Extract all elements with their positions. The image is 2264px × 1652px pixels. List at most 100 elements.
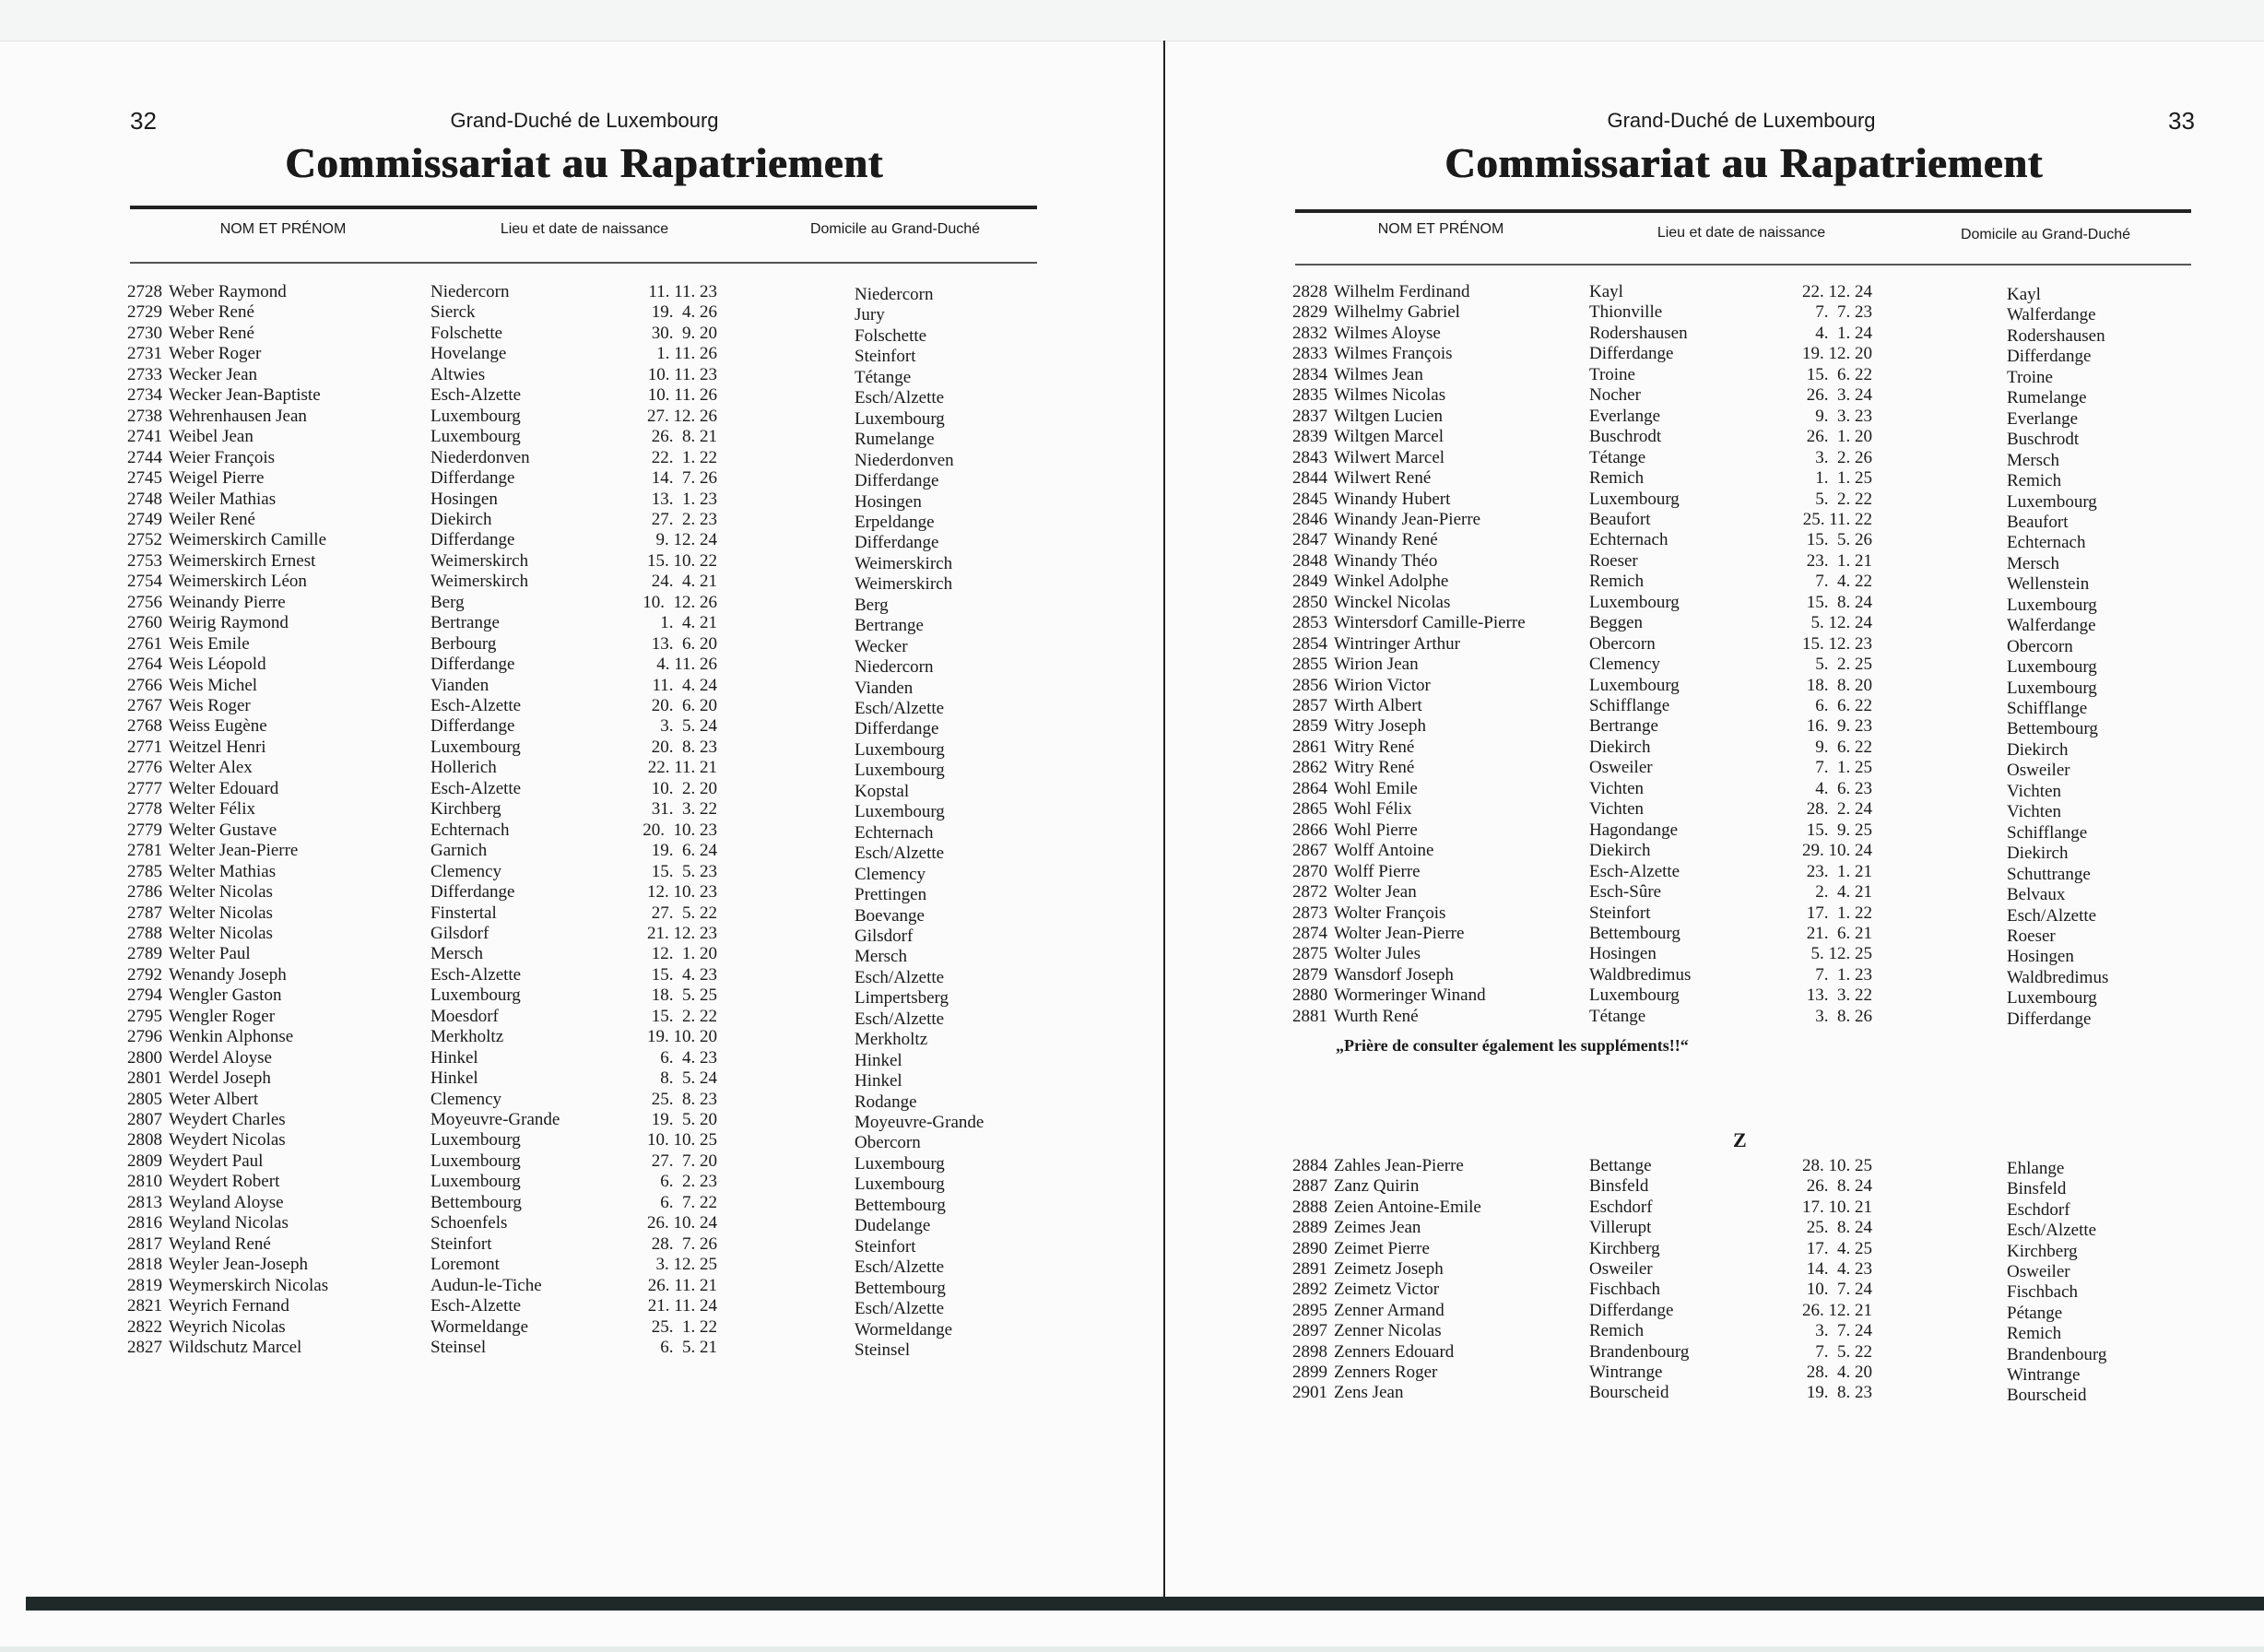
table-row: 2792 Wenandy Joseph Esch-Alzette 15. 4. 23 E… [0, 965, 2264, 987]
entry-birthdate: 5. 12. 24 [1810, 613, 1873, 633]
entry-birthplace: Steinfort [430, 1233, 492, 1254]
entry-birthdate: 6. 4. 23 [660, 1047, 717, 1068]
entry-birthplace: Hovelange [430, 344, 507, 364]
entry-birthplace: Fischbach [1589, 1280, 1661, 1300]
entry-number: 2846 [1292, 509, 1327, 529]
entry-birthplace: Luxembourg [430, 1172, 521, 1192]
entry-name: Wilwert Marcel [1334, 447, 1445, 467]
entry-birthdate: 26. 8. 21 [651, 427, 717, 447]
entry-number: 2816 [127, 1213, 162, 1233]
entry-birthdate: 4. 11. 26 [656, 655, 717, 675]
table-row: 2867 Wolff Antoine Diekirch 29. 10. 24 Dieki… [0, 841, 2264, 863]
entry-name: Wohl Félix [1334, 799, 1412, 820]
entry-birthdate: 7. 7. 23 [1815, 302, 1872, 323]
entry-domicile: Weimerskirch [855, 553, 953, 573]
entry-number: 2848 [1292, 550, 1327, 571]
entry-number: 2805 [127, 1089, 162, 1109]
entry-birthdate: 6. 7. 22 [660, 1192, 717, 1212]
entry-name: Wirion Victor [1334, 675, 1431, 695]
entry-number: 2879 [1292, 964, 1327, 985]
entry-domicile: Niedercorn [855, 285, 934, 304]
entry-birthdate: 16. 9. 23 [1806, 716, 1872, 737]
table-row: 2744 Weier François Niederdonven 22. 1. 22 N… [0, 448, 2264, 470]
entry-birthdate: 23. 1. 21 [1806, 550, 1872, 571]
entry-name: Weyland Aloyse [169, 1192, 284, 1212]
entry-domicile: Luxembourg [855, 739, 945, 760]
entry-birthdate: 27. 5. 22 [651, 903, 717, 923]
table-row: 2859 Witry Joseph Bertrange 16. 9. 23 Bettem… [0, 716, 2264, 738]
entry-number: 2788 [127, 923, 162, 943]
table-row: 2779 Welter Gustave Echternach 20. 10. 23 Ec… [0, 820, 2264, 843]
entry-number: 2843 [1292, 447, 1327, 467]
entry-birthplace: Esch-Alzette [430, 385, 522, 406]
entry-birthdate: 19. 4. 26 [651, 302, 717, 323]
entry-name: Wirion Jean [1334, 655, 1419, 675]
table-row: 2816 Weyland Nicolas Schoenfels 26. 10. 24 D… [0, 1213, 2264, 1235]
table-row: 2879 Wansdorf Joseph Waldbredimus 7. 1. 23 W… [0, 964, 2264, 987]
entry-birthdate: 13. 6. 20 [651, 633, 717, 654]
entry-birthplace: Echternach [1589, 530, 1669, 550]
entry-birthplace: Remich [1589, 468, 1645, 489]
entry-number: 2901 [1292, 1383, 1327, 1403]
entry-birthplace: Weimerskirch [430, 572, 529, 592]
entry-number: 2800 [127, 1047, 162, 1068]
entry-domicile: Luxembourg [855, 1174, 945, 1195]
table-row: 2898 Zenners Edouard Brandenbourg 7. 5. 22 B… [0, 1341, 2264, 1364]
table-row: 2873 Wolter François Steinfort 17. 1. 22 Esc… [0, 903, 2264, 926]
entry-birthplace: Echternach [430, 820, 510, 840]
entry-birthdate: 7. 5. 22 [1815, 1341, 1872, 1362]
entry-birthdate: 17. 4. 25 [1806, 1238, 1872, 1258]
entry-birthplace: Bettange [1589, 1156, 1652, 1175]
entry-birthdate: 19. 10. 20 [647, 1027, 717, 1047]
entry-domicile: Tétange [855, 367, 912, 387]
table-row: 2874 Wolter Jean-Pierre Bettembourg 21. 6. … [0, 923, 2264, 946]
table-row: 2872 Wolter Jean Esch-Sûre 2. 4. 21 Belvaux [0, 882, 2264, 904]
entry-name: Weiss Eugène [169, 716, 267, 737]
entry-birthdate: 1. 4. 21 [660, 613, 717, 633]
table-row: 2848 Winandy Théo Roeser 23. 1. 21 Mersch [0, 550, 2264, 573]
table-row: 2895 Zenner Armand Differdange 26. 12. 21 Pé… [0, 1301, 2264, 1323]
entry-birthdate: 17. 10. 21 [1802, 1197, 1872, 1217]
entry-birthplace: Osweiler [1589, 1259, 1653, 1279]
entry-number: 2856 [1292, 675, 1327, 695]
entry-name: Weydert Robert [169, 1172, 280, 1192]
entry-number: 2764 [127, 655, 162, 675]
entry-number: 2874 [1292, 923, 1327, 943]
entry-name: Wilhelm Ferdinand [1334, 282, 1470, 301]
table-row: 2850 Winckel Nicolas Luxembourg 15. 8. 24 Lu… [0, 593, 2264, 615]
entry-domicile: Luxembourg [855, 802, 945, 822]
table-row: 2805 Weter Albert Clemency 25. 8. 23 Rodange [0, 1089, 2264, 1112]
entry-birthdate: 7. 4. 22 [1815, 572, 1872, 592]
entry-domicile: Esch/Alzette [855, 388, 945, 408]
entry-number: 2754 [127, 572, 162, 592]
entry-name: Weirig Raymond [169, 613, 289, 633]
entry-name: Weyland Nicolas [169, 1213, 289, 1233]
table-row: 2843 Wilwert Marcel Tétange 3. 2. 26 Mersch [0, 447, 2264, 470]
table-row: 2733 Wecker Jean Altwies 10. 11. 23 Tétange [0, 365, 2264, 387]
entry-domicile: Merkholtz [855, 1030, 928, 1050]
page-number: 32 [130, 107, 157, 135]
entry-birthplace: Bertrange [1589, 716, 1658, 737]
entry-birthplace: Remich [1589, 572, 1645, 592]
entry-birthdate: 19. 8. 23 [1806, 1383, 1872, 1403]
entry-name: Weydert Paul [169, 1150, 264, 1171]
entry-birthplace: Merkholtz [430, 1027, 504, 1047]
entry-birthdate: 18. 8. 20 [1806, 675, 1872, 695]
entry-birthdate: 23. 1. 21 [1806, 861, 1872, 881]
entry-number: 2729 [127, 302, 162, 323]
entry-name: Welter Jean-Pierre [169, 841, 299, 861]
entry-name: Weinandy Pierre [169, 592, 286, 612]
table-row: 2819 Weymerskirch Nicolas Audun-le-Tiche 26… [0, 1276, 2264, 1298]
entry-domicile: Folschette [855, 325, 927, 346]
entry-name: Wilwert René [1334, 468, 1432, 489]
column-header-birth: Lieu et date de naissance [500, 221, 669, 237]
entry-number: 2741 [127, 427, 162, 447]
entry-number: 2766 [127, 675, 162, 695]
entry-name: Wohl Pierre [1334, 820, 1418, 840]
entry-birthdate: 28. 2. 24 [1806, 799, 1872, 820]
entry-name: Wolff Antoine [1334, 841, 1434, 861]
table-row: 2839 Wiltgen Marcel Buschrodt 26. 1. 20 Busc… [0, 427, 2264, 449]
entry-name: Welter Paul [169, 944, 251, 964]
entry-birthplace: Luxembourg [430, 985, 521, 1006]
entry-number: 2817 [127, 1233, 162, 1254]
